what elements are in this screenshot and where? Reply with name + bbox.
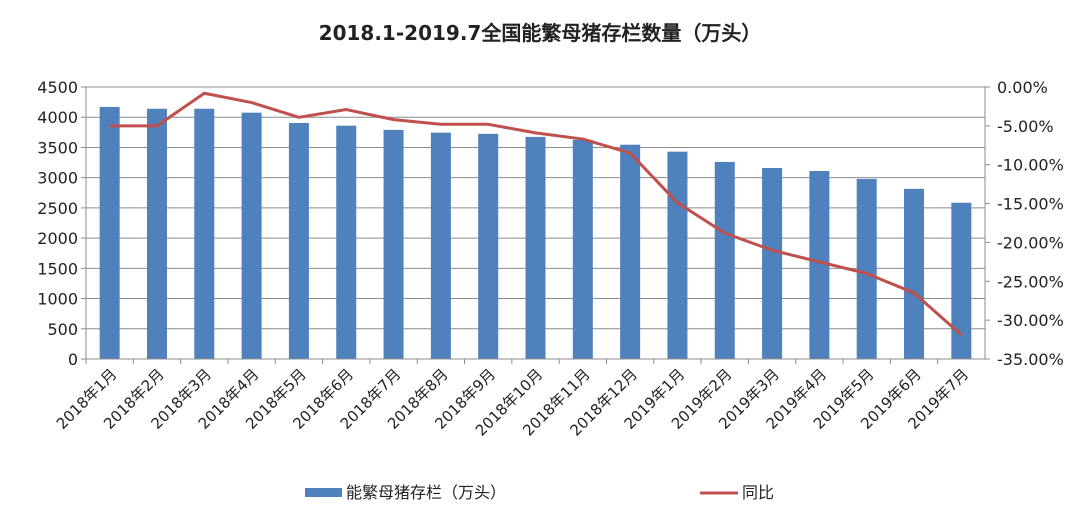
bar — [100, 107, 120, 359]
bar — [951, 203, 971, 359]
right-tick-label: -20.00% — [997, 233, 1064, 252]
bar — [620, 145, 640, 359]
legend-label-bar: 能繁母猪存栏（万头） — [346, 483, 506, 502]
left-tick-label: 0 — [68, 350, 78, 369]
bar — [573, 140, 593, 359]
right-tick-label: -30.00% — [997, 311, 1064, 330]
bar — [147, 109, 167, 359]
bar — [242, 113, 262, 359]
bar — [194, 109, 214, 359]
legend: 能繁母猪存栏（万头） 同比 — [305, 483, 774, 502]
right-tick-label: -25.00% — [997, 272, 1064, 291]
left-tick-label: 3000 — [37, 169, 78, 188]
bar — [384, 130, 404, 359]
bar — [336, 126, 356, 359]
left-tick-label: 3500 — [37, 138, 78, 157]
right-tick-label: -35.00% — [997, 350, 1064, 369]
left-tick-label: 4500 — [37, 78, 78, 97]
left-tick-label: 4000 — [37, 108, 78, 127]
left-tick-label: 500 — [47, 320, 78, 339]
bar — [431, 133, 451, 359]
bar — [667, 152, 687, 359]
legend-label-line: 同比 — [742, 483, 774, 502]
legend-swatch-bar — [305, 488, 342, 497]
right-tick-label: 0.00% — [997, 78, 1048, 97]
left-tick-label: 1000 — [37, 290, 78, 309]
right-tick-label: -15.00% — [997, 195, 1064, 214]
bar — [478, 134, 498, 359]
chart-title: 2018.1-2019.7全国能繁母猪存栏数量（万头） — [319, 21, 762, 45]
left-tick-label: 2000 — [37, 229, 78, 248]
bar — [715, 162, 735, 359]
bar — [857, 179, 877, 359]
left-tick-label: 1500 — [37, 259, 78, 278]
right-tick-label: -10.00% — [997, 156, 1064, 175]
bar — [289, 123, 309, 359]
right-tick-label: -5.00% — [997, 117, 1054, 136]
left-tick-label: 2500 — [37, 199, 78, 218]
bar — [526, 137, 546, 359]
bar — [762, 168, 782, 359]
bar-series — [100, 107, 972, 359]
bar — [904, 189, 924, 359]
